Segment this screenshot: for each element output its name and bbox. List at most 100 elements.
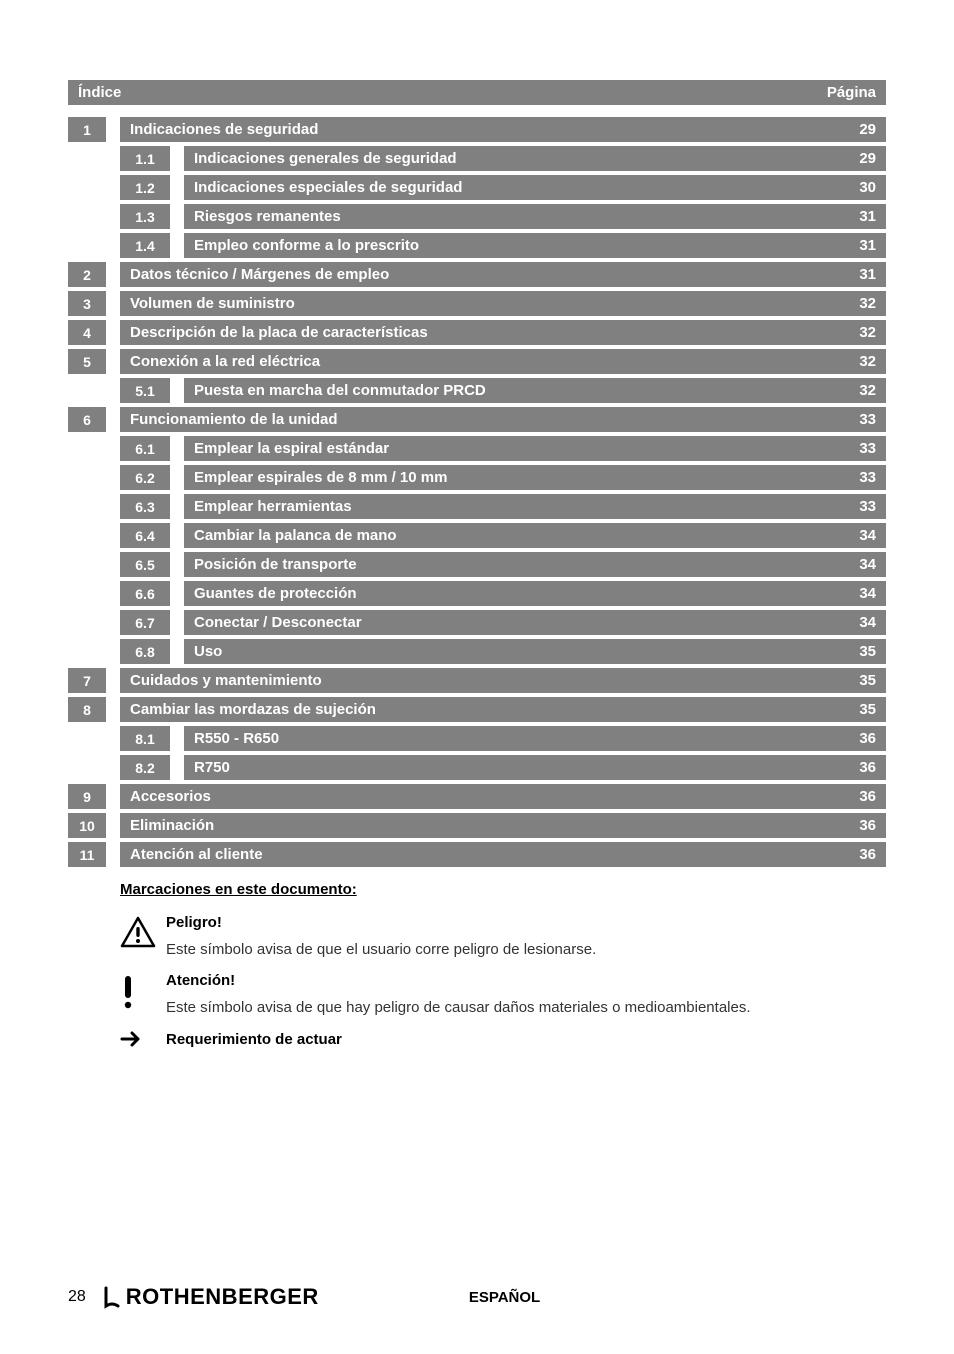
toc-num: 6.2 xyxy=(120,465,170,490)
toc-title: Volumen de suministro xyxy=(130,295,839,312)
toc-page: 33 xyxy=(859,498,876,515)
note-title: Atención! xyxy=(166,972,886,989)
toc-num: 1.4 xyxy=(120,233,170,258)
toc-row: 1.2 Indicaciones especiales de seguridad 3… xyxy=(68,175,886,200)
note-block: Atención! Este símbolo avisa de que hay p… xyxy=(120,972,886,1016)
note-title: Requerimiento de actuar xyxy=(166,1031,886,1048)
toc-title: Puesta en marcha del conmutador PRCD xyxy=(194,382,839,399)
footer-logo: ROTHENBERGER xyxy=(100,1284,319,1310)
toc-num: 6.4 xyxy=(120,523,170,548)
toc-title: Posición de transporte xyxy=(194,556,839,573)
toc-title-box: Indicaciones de seguridad29 xyxy=(120,117,886,142)
toc-page: 35 xyxy=(859,672,876,689)
toc-title: Cuidados y mantenimiento xyxy=(130,672,839,689)
toc-title-box: Conectar / Desconectar34 xyxy=(184,610,886,635)
toc-page: 34 xyxy=(859,585,876,602)
toc-num: 6.6 xyxy=(120,581,170,606)
toc-row: 4 Descripción de la placa de característi… xyxy=(68,320,886,345)
arrow-right-icon xyxy=(120,1030,144,1048)
footer-page-number: 28 xyxy=(68,1288,86,1306)
exclamation-icon xyxy=(120,974,136,1010)
toc-page: 32 xyxy=(859,382,876,399)
toc-header-right: Página xyxy=(827,84,876,101)
toc-num: 1.2 xyxy=(120,175,170,200)
toc-title: Indicaciones generales de seguridad xyxy=(194,150,839,167)
toc-row: 6.5Posición de transporte34 xyxy=(68,552,886,577)
toc-title-box: Datos técnico / Márgenes de empleo31 xyxy=(120,262,886,287)
note-block: Requerimiento de actuar xyxy=(120,1030,886,1048)
toc-title-box: Cambiar la palanca de mano 34 xyxy=(184,523,886,548)
toc-page: 36 xyxy=(859,759,876,776)
toc-page: 31 xyxy=(859,266,876,283)
toc-row: 6.2 Emplear espirales de 8 mm / 10 mm33 xyxy=(68,465,886,490)
footer-language: ESPAÑOL xyxy=(469,1289,540,1306)
toc-title: Eliminación xyxy=(130,817,839,834)
toc-row: 6.3 Emplear herramientas 33 xyxy=(68,494,886,519)
toc-title: Descripción de la placa de característic… xyxy=(130,324,839,341)
toc-num: 2 xyxy=(68,262,106,287)
toc-num: 4 xyxy=(68,320,106,345)
toc-page: 32 xyxy=(859,295,876,312)
toc-title: Emplear la espiral estándar xyxy=(194,440,839,457)
toc-num: 6 xyxy=(68,407,106,432)
toc-page: 36 xyxy=(859,788,876,805)
toc-title-box: Uso35 xyxy=(184,639,886,664)
toc-num: 5.1 xyxy=(120,378,170,403)
toc-title-box: R550 - R65036 xyxy=(184,726,886,751)
toc-page: 33 xyxy=(859,440,876,457)
toc-row: 5Conexión a la red eléctrica32 xyxy=(68,349,886,374)
toc-title: R750 xyxy=(194,759,839,776)
toc-title-box: Guantes de protección 34 xyxy=(184,581,886,606)
toc-num: 3 xyxy=(68,291,106,316)
toc-page: 33 xyxy=(859,411,876,428)
toc-row: 3 Volumen de suministro 32 xyxy=(68,291,886,316)
note-body: Este símbolo avisa de que hay peligro de… xyxy=(166,999,886,1016)
toc-title-box: Empleo conforme a lo prescrito31 xyxy=(184,233,886,258)
toc-page: 30 xyxy=(859,179,876,196)
toc-row: 6.1 Emplear la espiral estándar 33 xyxy=(68,436,886,461)
toc-title: Indicaciones especiales de seguridad xyxy=(194,179,839,196)
toc-num: 6.1 xyxy=(120,436,170,461)
toc-num: 8.1 xyxy=(120,726,170,751)
note-text: Requerimiento de actuar xyxy=(166,1031,886,1048)
toc-row: 7Cuidados y mantenimiento35 xyxy=(68,668,886,693)
toc-title: Atención al cliente xyxy=(130,846,839,863)
toc-title-box: Accesorios36 xyxy=(120,784,886,809)
toc-row: 10Eliminación36 xyxy=(68,813,886,838)
toc-page: 32 xyxy=(859,324,876,341)
toc-title-box: Funcionamiento de la unidad 33 xyxy=(120,407,886,432)
toc-row: 6.8Uso35 xyxy=(68,639,886,664)
toc-page: 32 xyxy=(859,353,876,370)
toc-title-box: Descripción de la placa de característic… xyxy=(120,320,886,345)
toc-container: 1Indicaciones de seguridad291.1Indicacio… xyxy=(68,117,886,867)
toc-num: 11 xyxy=(68,842,106,867)
toc-row: 8Cambiar las mordazas de sujeción35 xyxy=(68,697,886,722)
toc-title-box: Emplear espirales de 8 mm / 10 mm33 xyxy=(184,465,886,490)
toc-page: 35 xyxy=(859,643,876,660)
footer: 28 ROTHENBERGER ESPAÑOL xyxy=(68,1284,886,1310)
toc-title: Cambiar la palanca de mano xyxy=(194,527,839,544)
toc-num: 8.2 xyxy=(120,755,170,780)
toc-row: 5.1 Puesta en marcha del conmutador PRCD 3… xyxy=(68,378,886,403)
note-text: Peligro!Este símbolo avisa de que el usu… xyxy=(166,914,886,958)
warning-triangle-icon xyxy=(120,916,156,948)
toc-page: 34 xyxy=(859,527,876,544)
note-icon-wrap xyxy=(120,972,166,1016)
note-body: Este símbolo avisa de que el usuario cor… xyxy=(166,941,886,958)
toc-row: 11Atención al cliente36 xyxy=(68,842,886,867)
toc-title: Guantes de protección xyxy=(194,585,839,602)
toc-title-box: Cuidados y mantenimiento 35 xyxy=(120,668,886,693)
toc-num: 1 xyxy=(68,117,106,142)
toc-num: 6.3 xyxy=(120,494,170,519)
toc-title: Emplear espirales de 8 mm / 10 mm xyxy=(194,469,839,486)
toc-header: Índice Página xyxy=(68,80,886,105)
toc-num: 10 xyxy=(68,813,106,838)
toc-title: Funcionamiento de la unidad xyxy=(130,411,839,428)
toc-page: 34 xyxy=(859,556,876,573)
toc-title: Empleo conforme a lo prescrito xyxy=(194,237,839,254)
toc-title: Emplear herramientas xyxy=(194,498,839,515)
toc-page: 29 xyxy=(859,150,876,167)
footer-logo-text: ROTHENBERGER xyxy=(126,1284,319,1310)
toc-row: 1.3Riesgos remanentes31 xyxy=(68,204,886,229)
toc-num: 5 xyxy=(68,349,106,374)
